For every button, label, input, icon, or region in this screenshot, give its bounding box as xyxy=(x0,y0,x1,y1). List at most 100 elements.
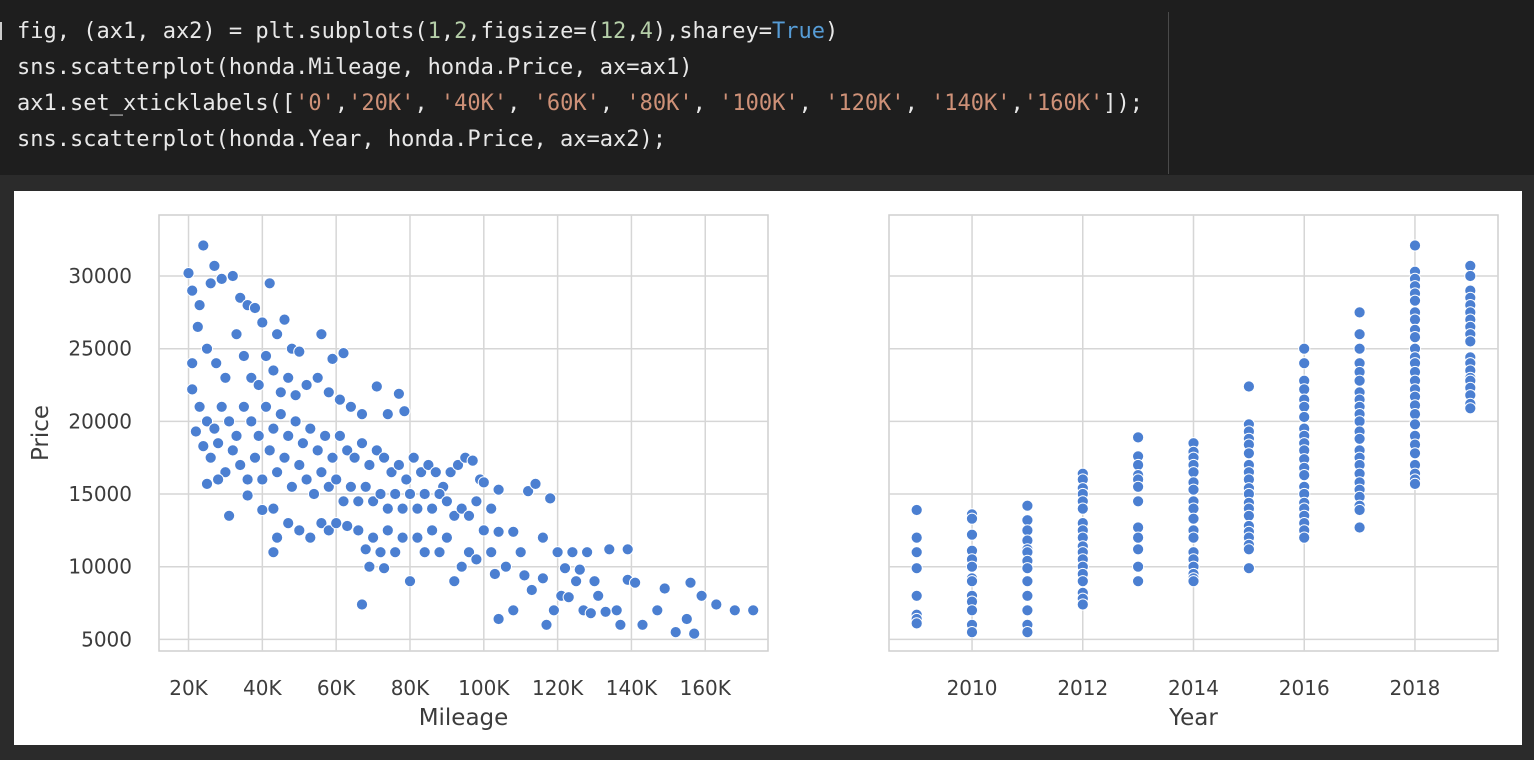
code-token: '140K' xyxy=(931,91,1011,116)
data-point xyxy=(215,400,228,413)
x-tick-label: 2012 xyxy=(1057,676,1108,700)
code-token: 12 xyxy=(599,19,627,44)
code-token: 4 xyxy=(639,19,653,44)
data-point xyxy=(374,546,387,559)
data-point xyxy=(462,546,476,559)
data-point xyxy=(1464,335,1477,348)
data-point xyxy=(965,528,979,541)
data-point xyxy=(411,502,424,515)
data-point xyxy=(499,560,512,573)
x-tick-label: 100K xyxy=(458,676,510,700)
data-point xyxy=(1132,458,1145,472)
scatter-mileage-axes: 20K 40K 60K 80K 100K 120K 140K 160K 5000 10000 150… xyxy=(28,214,769,731)
data-point xyxy=(330,517,343,530)
code-token: ,figsize=( xyxy=(467,19,600,44)
data-point xyxy=(536,531,550,544)
code-line[interactable]: ax1.set_xticklabels(['0','20K', '40K', '… xyxy=(17,86,1143,122)
x-tick-label: 140K xyxy=(606,676,658,700)
data-point xyxy=(245,371,258,384)
data-point xyxy=(910,617,923,630)
x-tick-label: 2016 xyxy=(1279,676,1330,700)
data-point xyxy=(370,380,383,393)
data-point xyxy=(1021,514,1034,527)
data-point xyxy=(1021,589,1034,602)
data-point xyxy=(426,524,439,537)
data-point xyxy=(1298,400,1311,413)
x-tick-label: 20K xyxy=(169,676,208,700)
data-point xyxy=(1353,521,1366,534)
data-point xyxy=(448,509,461,522)
data-point xyxy=(237,349,250,363)
data-point xyxy=(352,524,365,537)
data-point xyxy=(282,371,295,384)
data-point xyxy=(274,408,287,421)
figure: 20K 40K 60K 80K 100K 120K 140K 160K 5000 10000 150… xyxy=(14,191,1522,745)
data-point xyxy=(341,444,354,457)
data-point xyxy=(381,524,394,537)
data-point xyxy=(186,357,199,370)
data-point xyxy=(684,576,697,589)
data-point xyxy=(485,546,498,559)
data-point xyxy=(274,386,287,399)
code-token: '20K' xyxy=(348,91,415,116)
code-line[interactable]: sns.scatterplot(honda.Year, honda.Price,… xyxy=(17,122,1143,158)
line-length-ruler xyxy=(1168,12,1169,174)
data-point xyxy=(651,604,664,617)
data-point xyxy=(208,259,221,273)
data-point xyxy=(359,543,372,556)
data-point xyxy=(573,563,586,576)
data-point xyxy=(186,383,199,396)
code-line[interactable]: fig, (ax1, ax2) = plt.subplots(1,2,figsi… xyxy=(17,14,1143,50)
data-point xyxy=(910,503,923,517)
data-point xyxy=(322,386,335,399)
code-cell[interactable]: fig, (ax1, ax2) = plt.subplots(1,2,figsi… xyxy=(0,0,1534,175)
code-token: 1 xyxy=(427,19,441,44)
data-point xyxy=(492,525,505,538)
data-point xyxy=(680,612,693,626)
data-point xyxy=(658,582,671,595)
cell-cursor xyxy=(0,22,2,40)
data-point xyxy=(610,604,623,617)
data-point xyxy=(965,604,979,617)
x-tick-label: 60K xyxy=(317,676,356,700)
code-token: , xyxy=(334,91,349,116)
data-point xyxy=(910,531,923,544)
data-point xyxy=(300,473,313,486)
data-point xyxy=(230,429,243,442)
code-line[interactable]: sns.scatterplot(honda.Mileage, honda.Pri… xyxy=(17,50,1143,86)
data-point xyxy=(477,524,490,537)
data-point xyxy=(241,473,254,486)
data-point xyxy=(191,320,204,333)
x-tick-label: 40K xyxy=(243,676,282,700)
data-point xyxy=(411,531,424,544)
data-point xyxy=(241,489,254,502)
data-point xyxy=(193,299,206,312)
data-point xyxy=(315,328,328,341)
data-point xyxy=(448,575,461,588)
code-token: '80K' xyxy=(626,91,693,116)
data-point xyxy=(1021,626,1034,639)
x-tick-label: 120K xyxy=(532,676,584,700)
code-token: , xyxy=(692,91,720,116)
data-point xyxy=(466,454,479,467)
data-point xyxy=(1353,306,1366,319)
data-point xyxy=(1132,543,1145,556)
data-point xyxy=(415,466,428,479)
data-point xyxy=(271,531,284,544)
x-tick-label: 2010 xyxy=(947,676,998,700)
data-point xyxy=(629,576,642,589)
data-point xyxy=(444,466,457,479)
code-token: , xyxy=(626,19,640,44)
data-point xyxy=(378,562,391,575)
data-point xyxy=(1353,374,1366,387)
code-editor[interactable]: fig, (ax1, ax2) = plt.subplots(1,2,figsi… xyxy=(17,14,1143,158)
data-point xyxy=(230,328,243,341)
data-point xyxy=(440,495,453,508)
data-point xyxy=(1132,480,1145,493)
data-point xyxy=(1021,604,1034,617)
scatter-year-axes: 2010 2012 2014 2016 2018 Year xyxy=(888,214,1499,731)
data-point xyxy=(551,546,564,559)
x-tick-label: 2018 xyxy=(1390,676,1441,700)
data-point xyxy=(547,604,561,617)
figure-canvas: 20K 40K 60K 80K 100K 120K 140K 160K 5000 10000 150… xyxy=(28,214,1499,731)
